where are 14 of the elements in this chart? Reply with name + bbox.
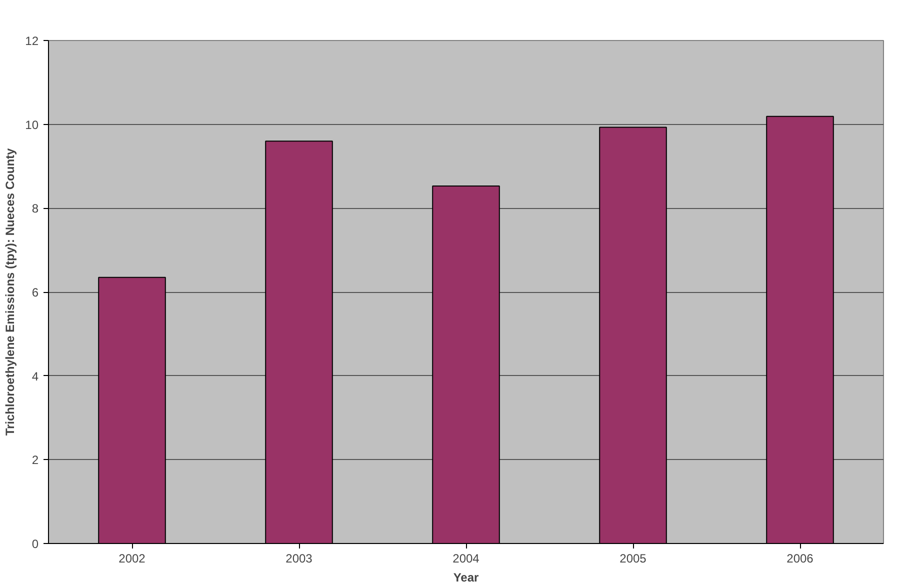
y-tick-label: 10 xyxy=(25,118,39,132)
x-tick-label: 2002 xyxy=(118,552,146,566)
x-axis-title: Year xyxy=(453,570,480,584)
y-tick-label: 0 xyxy=(32,537,39,551)
y-tick-label: 2 xyxy=(32,453,39,468)
x-tick-label: 2005 xyxy=(620,552,647,566)
x-tick-label: 2003 xyxy=(286,552,313,566)
x-tick-label: 2004 xyxy=(452,552,480,566)
y-tick-label: 12 xyxy=(25,34,39,48)
y-tick-label: 6 xyxy=(32,286,39,300)
y-axis-title: Trichloroethylene Emissions (tpy): Nueces County xyxy=(3,148,18,436)
y-tick-label: 4 xyxy=(32,369,39,384)
x-tick-label: 2006 xyxy=(786,552,814,566)
y-tick-label: 8 xyxy=(32,202,39,216)
